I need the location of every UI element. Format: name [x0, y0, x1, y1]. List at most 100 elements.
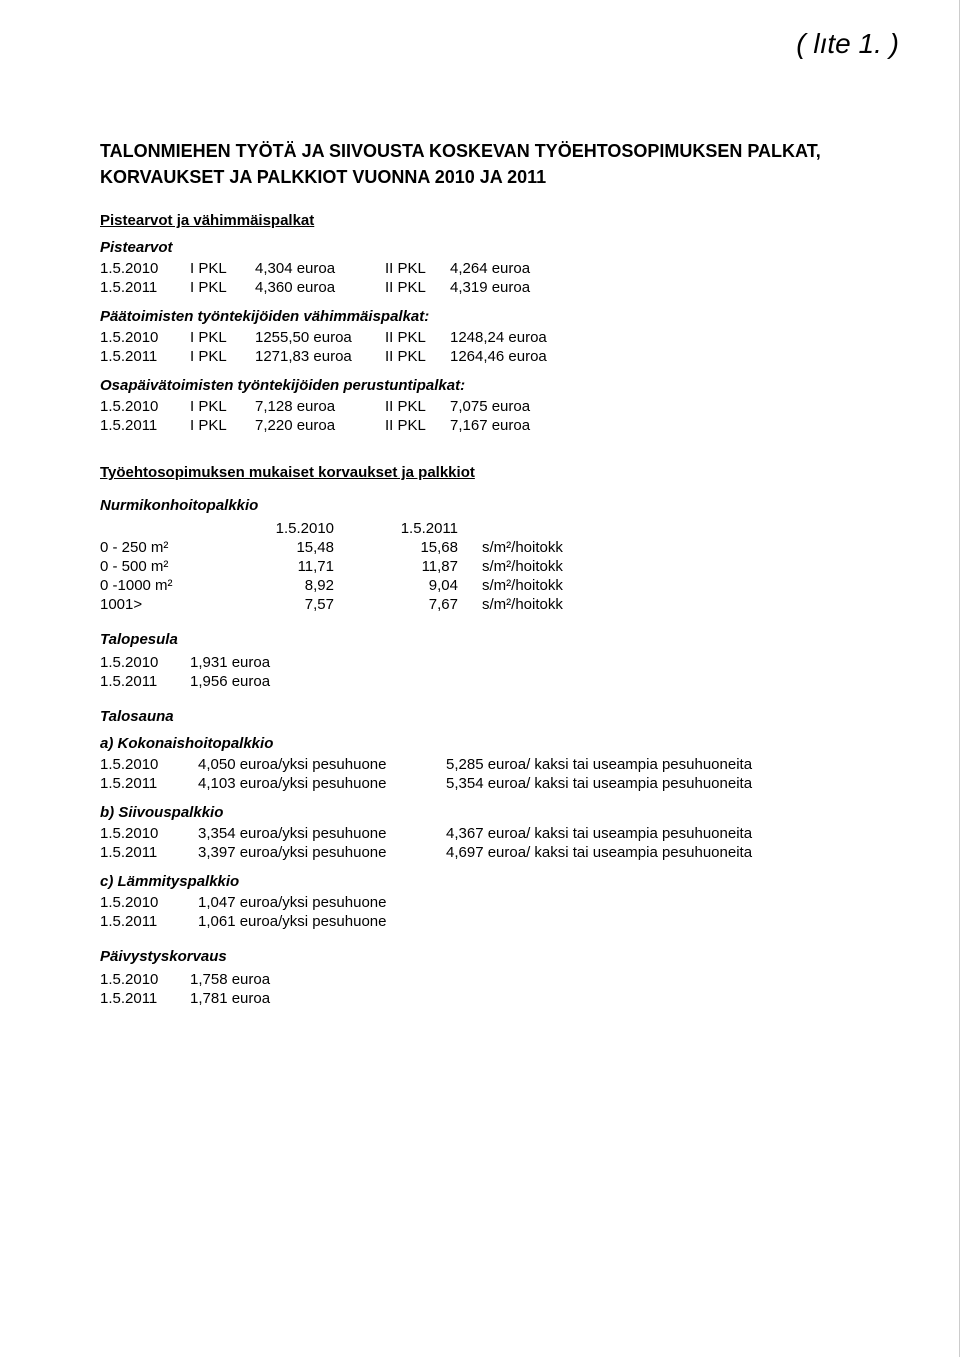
cell-val1: 7,128 euroa [255, 398, 385, 417]
cell-date: 1.5.2011 [100, 417, 190, 436]
table-row: 1.5.2010 3,354 euroa/yksi pesuhuone 4,36… [100, 825, 824, 844]
cell-date: 1.5.2010 [100, 654, 190, 673]
talosauna-a-table: 1.5.2010 4,050 euroa/yksi pesuhuone 5,28… [100, 756, 824, 794]
cell-date: 1.5.2010 [100, 894, 198, 913]
cell-val: 1,781 euroa [190, 990, 280, 1009]
talopesula-heading: Talopesula [100, 631, 869, 648]
cell-val2: 1248,24 euroa [450, 329, 600, 348]
cell-pkl1: I PKL [190, 279, 255, 298]
cell-date: 1.5.2011 [100, 673, 190, 692]
cell-range: 0 - 500 m² [100, 558, 234, 577]
cell-val1: 1271,83 euroa [255, 348, 385, 367]
cell-a: 4,103 euroa/yksi pesuhuone [198, 775, 446, 794]
talosauna-b-heading: b) Siivouspalkkio [100, 804, 869, 821]
cell-y1: 11,71 [234, 558, 358, 577]
paatoim-heading: Päätoimisten työntekijöiden vähimmäispal… [100, 308, 869, 325]
cell-unit: s/m²/hoitokk [482, 539, 636, 558]
cell-b: 4,367 euroa/ kaksi tai useampia pesuhuon… [446, 825, 824, 844]
talosauna-b-table: 1.5.2010 3,354 euroa/yksi pesuhuone 4,36… [100, 825, 824, 863]
table-row: 1.5.2011 1,956 euroa [100, 673, 280, 692]
cell-a: 3,397 euroa/yksi pesuhuone [198, 844, 446, 863]
table-row: 1.5.2011 1,061 euroa/yksi pesuhuone [100, 913, 446, 932]
section-heading-1: Pistearvot ja vähimmäispalkat [100, 212, 869, 229]
table-row: 0 - 250 m² 15,48 15,68 s/m²/hoitokk [100, 539, 636, 558]
pistearvot-table: 1.5.2010 I PKL 4,304 euroa II PKL 4,264 … [100, 260, 600, 298]
table-row: 1.5.2010 I PKL 7,128 euroa II PKL 7,075 … [100, 398, 600, 417]
table-row: 1.5.2011 3,397 euroa/yksi pesuhuone 4,69… [100, 844, 824, 863]
cell-pkl2: II PKL [385, 398, 450, 417]
page: ( lıte 1. ) TALONMIEHEN TYÖTÄ JA SIIVOUS… [0, 0, 960, 1357]
handwritten-note: ( lıte 1. ) [796, 28, 899, 60]
section-heading-2: Työehtosopimuksen mukaiset korvaukset ja… [100, 464, 869, 481]
cell-val2: 7,075 euroa [450, 398, 600, 417]
table-header-row: 1.5.2010 1.5.2011 [100, 520, 636, 539]
cell-b: 5,285 euroa/ kaksi tai useampia pesuhuon… [446, 756, 824, 775]
cell-y2: 15,68 [358, 539, 482, 558]
cell-val1: 7,220 euroa [255, 417, 385, 436]
cell-y1: 15,48 [234, 539, 358, 558]
table-row: 1.5.2011 I PKL 1271,83 euroa II PKL 1264… [100, 348, 600, 367]
cell-a: 3,354 euroa/yksi pesuhuone [198, 825, 446, 844]
table-row: 1.5.2010 1,047 euroa/yksi pesuhuone [100, 894, 446, 913]
table-row: 1.5.2010 1,758 euroa [100, 971, 280, 990]
cell-y2: 7,67 [358, 596, 482, 615]
cell-a: 1,047 euroa/yksi pesuhuone [198, 894, 446, 913]
table-row: 0 -1000 m² 8,92 9,04 s/m²/hoitokk [100, 577, 636, 596]
cell-val: 1,956 euroa [190, 673, 280, 692]
cell-pkl1: I PKL [190, 260, 255, 279]
cell-val1: 4,360 euroa [255, 279, 385, 298]
col-year-1: 1.5.2010 [234, 520, 358, 539]
cell-a: 4,050 euroa/yksi pesuhuone [198, 756, 446, 775]
cell-date: 1.5.2010 [100, 756, 198, 775]
talosauna-c-heading: c) Lämmityspalkkio [100, 873, 869, 890]
talosauna-c-table: 1.5.2010 1,047 euroa/yksi pesuhuone 1.5.… [100, 894, 446, 932]
cell-pkl1: I PKL [190, 417, 255, 436]
talopesula-table: 1.5.2010 1,931 euroa 1.5.2011 1,956 euro… [100, 654, 280, 692]
paatoim-table: 1.5.2010 I PKL 1255,50 euroa II PKL 1248… [100, 329, 600, 367]
talosauna-a-heading: a) Kokonaishoitopalkkio [100, 735, 869, 752]
cell-date: 1.5.2011 [100, 348, 190, 367]
cell-unit: s/m²/hoitokk [482, 558, 636, 577]
cell-pkl2: II PKL [385, 348, 450, 367]
cell-val1: 1255,50 euroa [255, 329, 385, 348]
cell-pkl2: II PKL [385, 260, 450, 279]
cell-pkl2: II PKL [385, 329, 450, 348]
cell-date: 1.5.2011 [100, 775, 198, 794]
table-row: 1.5.2011 I PKL 4,360 euroa II PKL 4,319 … [100, 279, 600, 298]
table-row: 1.5.2010 I PKL 1255,50 euroa II PKL 1248… [100, 329, 600, 348]
cell-date: 1.5.2010 [100, 971, 190, 990]
cell-date: 1.5.2010 [100, 260, 190, 279]
cell-date: 1.5.2011 [100, 913, 198, 932]
cell-range: 1001> [100, 596, 234, 615]
nurmi-table: 1.5.2010 1.5.2011 0 - 250 m² 15,48 15,68… [100, 520, 636, 615]
cell-val: 1,758 euroa [190, 971, 280, 990]
title-line-2: KORVAUKSET JA PALKKIOT VUONNA 2010 JA 20… [100, 167, 869, 188]
cell-range: 0 - 250 m² [100, 539, 234, 558]
cell-date: 1.5.2010 [100, 825, 198, 844]
cell-val2: 4,319 euroa [450, 279, 600, 298]
cell-pkl2: II PKL [385, 279, 450, 298]
cell-date: 1.5.2011 [100, 844, 198, 863]
cell-y1: 8,92 [234, 577, 358, 596]
osapaiv-heading: Osapäivätoimisten työntekijöiden perustu… [100, 377, 869, 394]
table-row: 1.5.2011 1,781 euroa [100, 990, 280, 1009]
cell-range: 0 -1000 m² [100, 577, 234, 596]
title-line-1: TALONMIEHEN TYÖTÄ JA SIIVOUSTA KOSKEVAN … [100, 140, 869, 163]
cell-y2: 9,04 [358, 577, 482, 596]
paivystys-heading: Päivystyskorvaus [100, 948, 869, 965]
cell-pkl1: I PKL [190, 348, 255, 367]
table-row: 0 - 500 m² 11,71 11,87 s/m²/hoitokk [100, 558, 636, 577]
table-row: 1.5.2011 4,103 euroa/yksi pesuhuone 5,35… [100, 775, 824, 794]
cell-date: 1.5.2010 [100, 329, 190, 348]
cell-y2: 11,87 [358, 558, 482, 577]
table-row: 1.5.2011 I PKL 7,220 euroa II PKL 7,167 … [100, 417, 600, 436]
cell-val2: 1264,46 euroa [450, 348, 600, 367]
cell-unit: s/m²/hoitokk [482, 577, 636, 596]
cell-val: 1,931 euroa [190, 654, 280, 673]
paivystys-table: 1.5.2010 1,758 euroa 1.5.2011 1,781 euro… [100, 971, 280, 1009]
col-year-2: 1.5.2011 [358, 520, 482, 539]
cell-val1: 4,304 euroa [255, 260, 385, 279]
cell-date: 1.5.2011 [100, 279, 190, 298]
cell-pkl1: I PKL [190, 398, 255, 417]
talosauna-heading: Talosauna [100, 708, 869, 725]
